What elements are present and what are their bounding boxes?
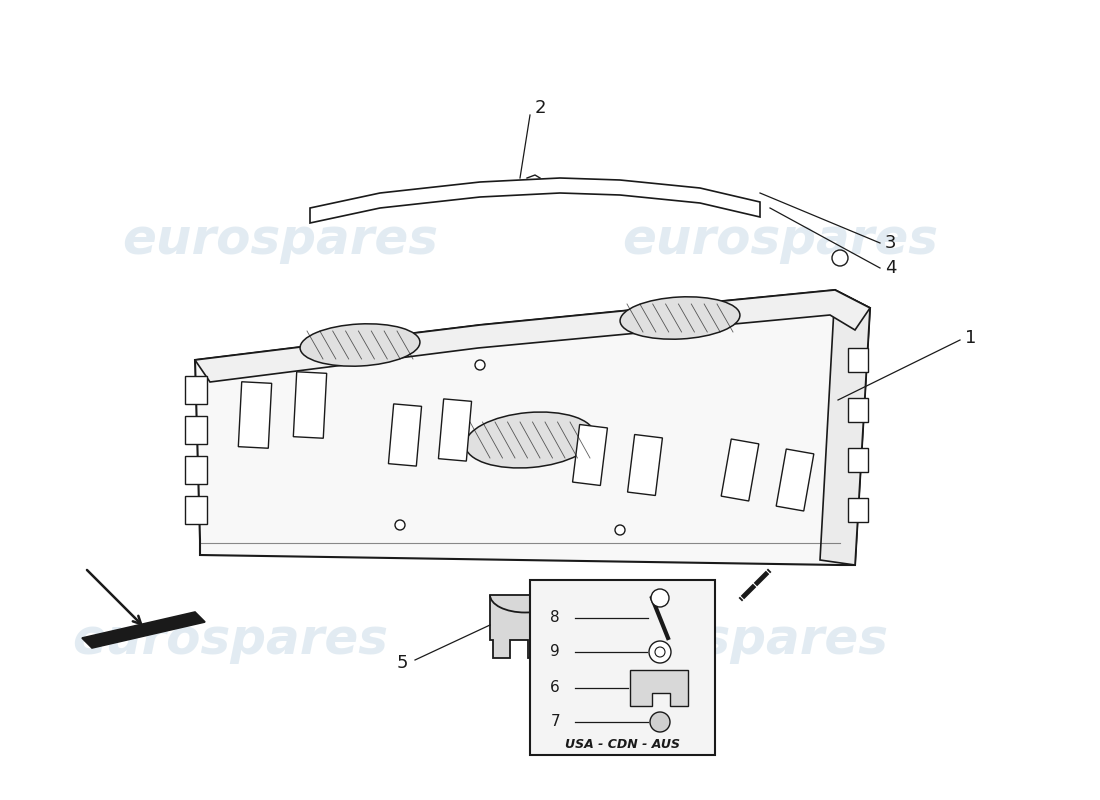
Circle shape bbox=[832, 250, 848, 266]
Circle shape bbox=[649, 641, 671, 663]
Bar bbox=[239, 382, 272, 448]
Text: 1: 1 bbox=[965, 329, 977, 347]
Bar bbox=[848, 398, 868, 422]
Circle shape bbox=[654, 647, 666, 657]
Bar bbox=[848, 498, 868, 522]
Bar bbox=[388, 404, 421, 466]
Circle shape bbox=[395, 520, 405, 530]
Circle shape bbox=[650, 712, 670, 732]
Text: 2: 2 bbox=[535, 99, 547, 117]
Circle shape bbox=[651, 589, 669, 607]
Text: 8: 8 bbox=[550, 610, 560, 626]
Bar bbox=[628, 434, 662, 495]
Polygon shape bbox=[310, 178, 760, 223]
Bar bbox=[722, 439, 759, 501]
Polygon shape bbox=[490, 595, 560, 658]
Bar bbox=[185, 376, 207, 404]
Bar bbox=[573, 425, 607, 486]
Bar bbox=[185, 496, 207, 524]
Bar bbox=[848, 448, 868, 472]
Ellipse shape bbox=[620, 297, 740, 339]
Text: 9: 9 bbox=[550, 645, 560, 659]
Text: eurospares: eurospares bbox=[72, 616, 388, 664]
Ellipse shape bbox=[465, 412, 595, 468]
Text: eurospares: eurospares bbox=[572, 616, 888, 664]
Bar bbox=[185, 416, 207, 444]
Polygon shape bbox=[195, 290, 870, 382]
Text: eurospares: eurospares bbox=[122, 216, 438, 264]
Text: 5: 5 bbox=[396, 654, 408, 672]
Bar bbox=[439, 399, 472, 461]
Ellipse shape bbox=[300, 324, 420, 366]
Text: eurospares: eurospares bbox=[621, 216, 938, 264]
Bar bbox=[185, 456, 207, 484]
Polygon shape bbox=[820, 290, 870, 565]
Polygon shape bbox=[630, 670, 688, 706]
Text: USA - CDN - AUS: USA - CDN - AUS bbox=[565, 738, 680, 751]
Circle shape bbox=[475, 360, 485, 370]
Bar bbox=[848, 348, 868, 372]
Bar bbox=[294, 372, 327, 438]
Bar bbox=[530, 580, 715, 755]
Text: 4: 4 bbox=[886, 259, 896, 277]
Bar bbox=[777, 449, 814, 511]
Circle shape bbox=[615, 525, 625, 535]
Text: 6: 6 bbox=[550, 681, 560, 695]
Text: 7: 7 bbox=[550, 714, 560, 730]
Text: 3: 3 bbox=[886, 234, 896, 252]
Polygon shape bbox=[195, 290, 870, 565]
Polygon shape bbox=[82, 612, 205, 648]
